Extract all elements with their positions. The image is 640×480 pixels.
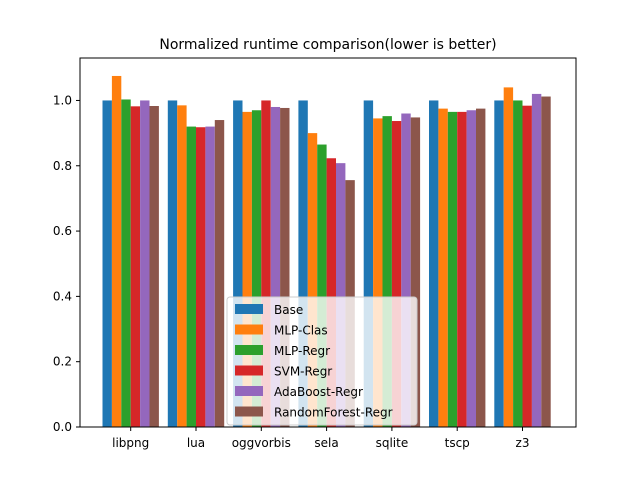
x-tick-label-libpng: libpng — [112, 436, 149, 450]
x-tick-label-sqlite: sqlite — [376, 436, 409, 450]
y-tick-label: 0.2 — [53, 355, 72, 369]
y-tick-label: 0.4 — [53, 289, 72, 303]
bar-oggvorbis-mlp-clas — [242, 111, 252, 427]
bar-libpng-svm-regr — [130, 106, 141, 427]
x-tick-label-oggvorbis: oggvorbis — [232, 436, 291, 450]
bar-tscp-base — [429, 100, 439, 427]
legend-label-randomforest-regr: RandomForest-Regr — [274, 406, 393, 420]
legend-box — [226, 296, 418, 426]
x-tick-label-tscp: tscp — [445, 436, 470, 450]
y-tick-label: 0.8 — [53, 159, 72, 173]
bar-oggvorbis-randomforest-regr — [280, 107, 290, 428]
bar-sela-svm-regr — [326, 158, 336, 427]
y-tick-label: 1.0 — [53, 93, 72, 107]
bar-lua-mlp-regr — [186, 126, 196, 427]
bar-tscp-svm-regr — [457, 111, 467, 427]
legend-swatch-randomforest-regr — [235, 406, 263, 417]
legend-label-adaboost-regr: AdaBoost-Regr — [274, 385, 363, 399]
chart-title: Normalized runtime comparison(lower is b… — [159, 37, 496, 53]
bar-sqlite-mlp-regr — [382, 116, 392, 427]
bar-libpng-adaboost-regr — [140, 100, 150, 427]
legend-label-mlp-regr: MLP-Regr — [274, 344, 330, 358]
legend-swatch-mlp-regr — [235, 345, 263, 355]
legend-swatch-base — [235, 304, 263, 314]
bar-sqlite-svm-regr — [391, 121, 402, 428]
bar-z3-adaboost-regr — [531, 93, 542, 428]
bar-sqlite-randomforest-regr — [410, 117, 421, 428]
axes-group: 0.0 0.2 0.4 0.6 0.8 1.0 libpng lua oggvorbis sela… — [53, 57, 577, 450]
bar-sqlite-adaboost-regr — [401, 113, 411, 427]
x-tick-label-lua: lua — [187, 436, 205, 450]
plot-frame — [79, 57, 577, 428]
bar-tscp-mlp-clas — [438, 108, 448, 428]
bar-tscp-adaboost-regr — [466, 110, 476, 427]
bar-sqlite-mlp-clas — [373, 118, 383, 427]
bar-oggvorbis-svm-regr — [261, 100, 271, 427]
bar-libpng-base — [102, 100, 112, 427]
bar-z3-svm-regr — [522, 105, 532, 428]
bar-libpng-mlp-clas — [111, 75, 122, 428]
bar-tscp-mlp-regr — [447, 111, 458, 427]
bar-oggvorbis-mlp-regr — [251, 110, 262, 427]
legend-swatch-mlp-clas — [235, 324, 263, 335]
bar-sela-mlp-regr — [317, 144, 327, 428]
bar-libpng-randomforest-regr — [149, 106, 159, 427]
bar-sqlite-base — [363, 100, 374, 427]
bar-z3-base — [494, 100, 504, 427]
x-tick-label-sela: sela — [314, 436, 338, 450]
bar-lua-randomforest-regr — [214, 120, 225, 427]
bar-sela-mlp-clas — [307, 133, 318, 428]
bar-z3-mlp-clas — [503, 87, 514, 427]
bar-z3-mlp-regr — [513, 100, 523, 427]
bar-oggvorbis-adaboost-regr — [270, 106, 281, 427]
bar-sela-base — [298, 100, 308, 427]
y-tick-label: 0.0 — [53, 420, 72, 434]
bar-lua-base — [167, 100, 178, 427]
legend-swatch-adaboost-regr — [235, 386, 263, 396]
bar-lua-adaboost-regr — [205, 126, 215, 427]
legend-label-svm-regr: SVM-Regr — [274, 365, 332, 379]
bar-tscp-randomforest-regr — [476, 108, 486, 428]
bars-group — [102, 75, 551, 428]
bar-oggvorbis-base — [233, 100, 243, 427]
bar-z3-randomforest-regr — [541, 96, 551, 427]
bar-sela-adaboost-regr — [336, 163, 346, 427]
bar-libpng-mlp-regr — [121, 99, 131, 427]
bar-lua-svm-regr — [196, 127, 206, 427]
legend: Base MLP-Clas MLP-Regr SVM-Regr AdaBoost-Reg… — [226, 296, 418, 426]
legend-swatch-svm-regr — [235, 365, 263, 376]
bar-lua-mlp-clas — [177, 105, 187, 427]
legend-label-base: Base — [274, 303, 303, 317]
y-tick-label: 0.6 — [53, 224, 72, 238]
x-tick-label-z3: z3 — [516, 436, 530, 450]
legend-label-mlp-clas: MLP-Clas — [274, 324, 328, 338]
